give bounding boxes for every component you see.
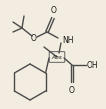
Text: OH: OH <box>87 60 99 70</box>
FancyBboxPatch shape <box>49 52 65 62</box>
Text: O: O <box>51 6 57 15</box>
Text: O: O <box>31 33 37 43</box>
Text: NH: NH <box>62 36 73 44</box>
Text: O: O <box>69 86 75 95</box>
Text: Abs: Abs <box>52 54 62 60</box>
